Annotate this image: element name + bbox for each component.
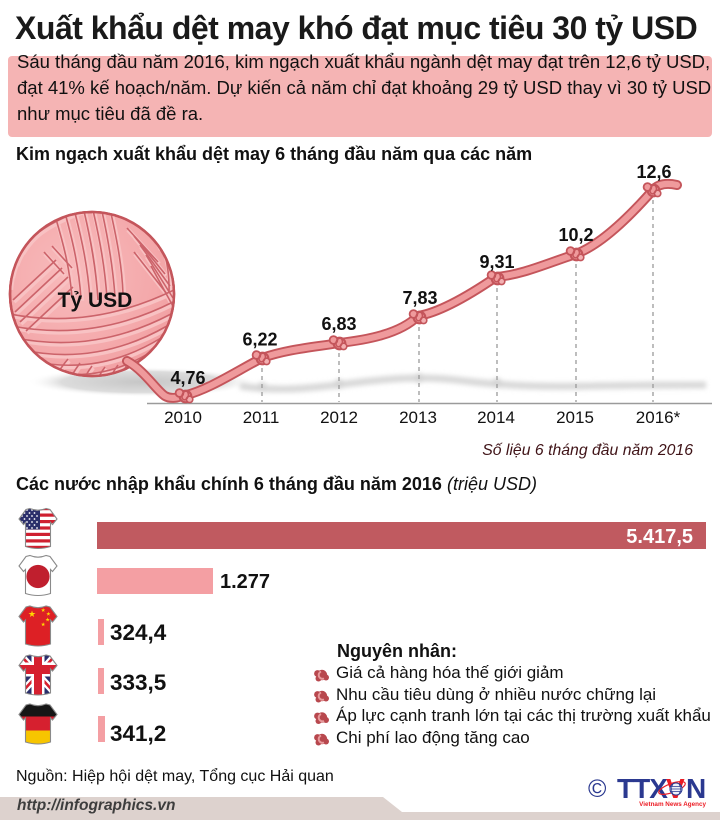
svg-text:2014: 2014: [477, 408, 515, 427]
svg-text:6,22: 6,22: [242, 330, 277, 350]
svg-text:©: ©: [588, 775, 607, 803]
svg-text:9,31: 9,31: [479, 252, 514, 272]
svg-text:4,76: 4,76: [170, 368, 205, 388]
svg-text:Tỷ USD: Tỷ USD: [58, 289, 133, 312]
svg-text:2015: 2015: [556, 408, 594, 427]
svg-text:TTX: TTX: [617, 773, 668, 804]
svg-text:10,2: 10,2: [558, 225, 593, 245]
svg-text:Vietnam News Agency: Vietnam News Agency: [639, 801, 706, 808]
svg-text:2011: 2011: [243, 408, 280, 427]
svg-text:2016*: 2016*: [636, 408, 681, 427]
svg-text:12,6: 12,6: [636, 162, 671, 182]
svg-text:7,83: 7,83: [402, 288, 437, 308]
svg-text:2013: 2013: [399, 408, 437, 427]
svg-text:2010: 2010: [164, 408, 202, 427]
svg-text:Số liệu 6 tháng đầu năm 2016: Số liệu 6 tháng đầu năm 2016: [482, 442, 693, 459]
svg-text:N: N: [686, 773, 706, 804]
svg-text:6,83: 6,83: [321, 314, 356, 334]
svg-text:2012: 2012: [320, 408, 358, 427]
